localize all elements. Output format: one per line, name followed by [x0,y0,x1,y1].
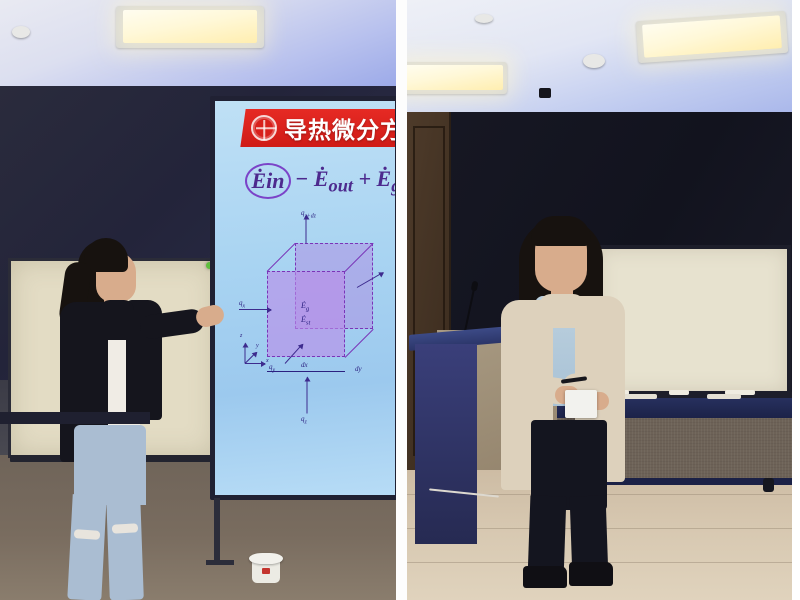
cup-lid [249,553,283,564]
note-box [565,390,597,418]
flux-arrow-qz-dz [305,215,307,244]
flux-label-qy: qy [269,363,275,373]
blazer-collar [100,300,134,340]
screen-stand-left [214,498,220,564]
dimension-label-dy: dy [355,365,362,373]
flux-arrow-qz [306,377,308,414]
flux-label-qz: qz [301,415,307,426]
axis-label-z: z [240,333,243,339]
back-desk [0,412,150,424]
left-photo: 导热微分方 Ėin − Ėout + Ėg [0,0,396,600]
table-foot-rail [557,478,792,485]
axis-label-y: y [256,343,259,349]
flux-arrow-qx [239,306,272,313]
shoe-right [569,562,613,586]
table-item [617,394,657,399]
slide-title: 导热微分方 [284,118,395,144]
university-seal-icon [251,115,277,141]
table-caster [763,478,774,492]
dimension-line-dx [267,371,345,372]
slide-equation: Ėin − Ėout + Ėg [245,161,395,201]
paper-coffee-cup [249,553,283,583]
table-item-2 [707,394,741,399]
tray-eraser-2 [725,390,755,395]
dimension-label-dx: dx [301,361,308,369]
axis-x [245,360,266,367]
cup-logo [262,568,270,574]
blazer-collar [539,294,585,328]
flux-label-qx: qx [239,299,246,310]
jeans-rip-right [111,523,139,534]
energy-label-est: Ėst [301,315,311,327]
lectern-body [415,344,477,544]
screen-stand-foot [206,560,234,565]
hair-front [84,238,128,272]
trousers-hips [531,420,607,510]
right-border [792,0,800,600]
whiteboard-tray [593,392,792,400]
jeans-hips [74,425,146,505]
control-volume-cube: qz+dz qx qy qz Ėg Ėst dx dy [239,209,395,453]
shoe-left [523,566,567,588]
cube-front-face [267,271,345,357]
white-whiteboard [595,245,791,395]
cube-edge [266,242,296,272]
jeans-right-leg [106,494,144,600]
equation-circled-term: Ėin [245,163,291,199]
smoke-detector [583,54,605,68]
equation-rest: − Ėout + Ėg [295,165,395,196]
sprinkler-head [475,14,493,23]
smoke-detector [12,26,30,38]
recessed-led-panel-left [407,65,503,90]
hair-front [531,216,591,246]
slide-banner: 导热微分方 [240,109,395,147]
wooden-lectern [409,325,521,580]
right-photo [407,0,792,600]
projection-screen: 导热微分方 Ėin − Ėout + Ėg [210,96,396,500]
recessed-led-panel [123,10,257,43]
jeans-rip-left [73,529,101,540]
axis-label-x: x [266,358,269,364]
cube-edge [344,328,374,358]
energy-label-eg: Ėg [301,301,310,313]
tray-marker [669,390,689,395]
flux-label-qz-dz: qz+dz [301,209,316,220]
photo-divider [396,0,407,600]
slide-surface: 导热微分方 Ėin − Ėout + Ėg [215,101,395,495]
jeans-left-leg [67,494,107,600]
green-magnet [206,262,213,269]
ceiling-fixture [539,88,551,98]
